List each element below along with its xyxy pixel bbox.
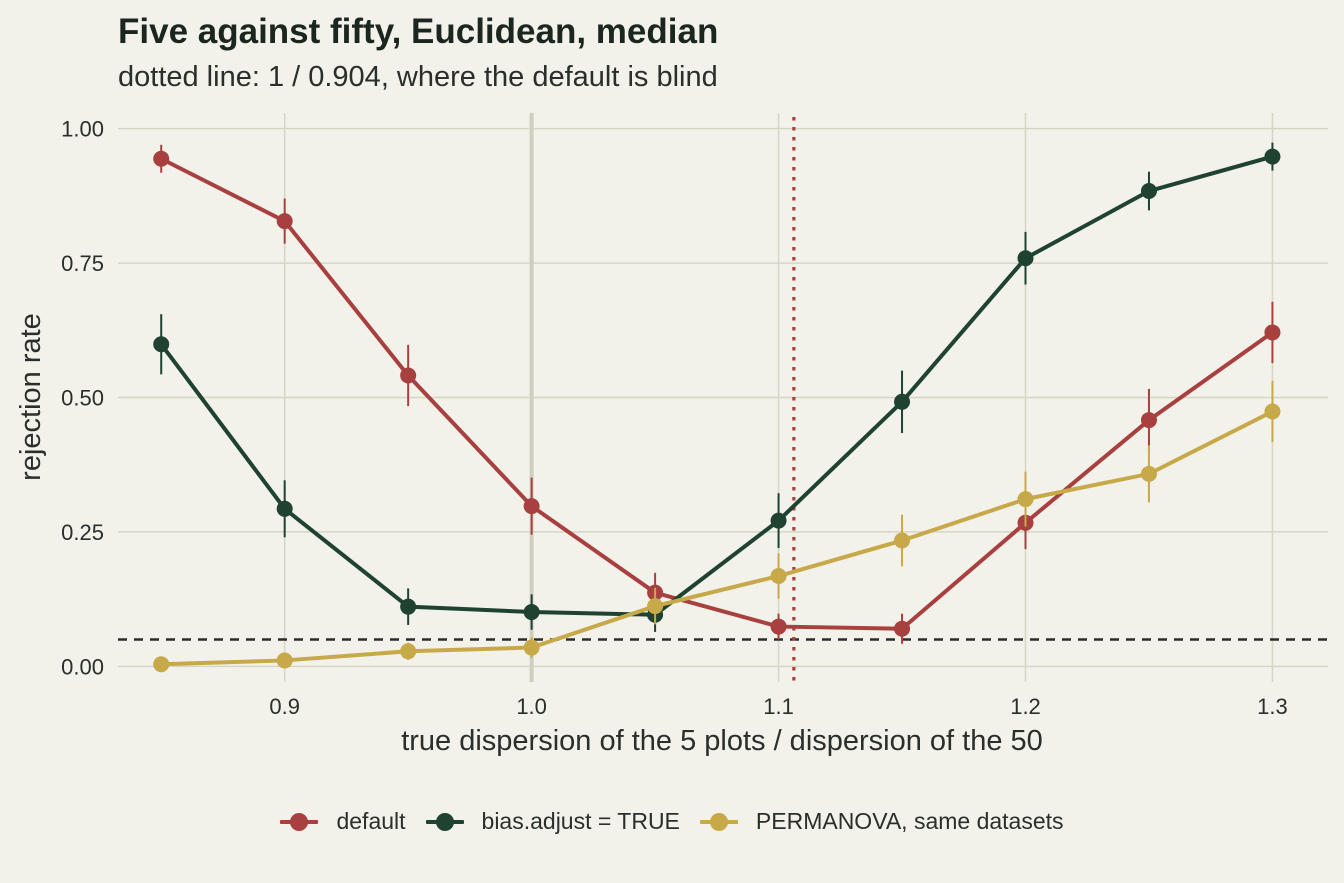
y-tick-label: 0.25 <box>61 520 104 545</box>
data-point <box>400 367 417 384</box>
data-point <box>400 643 417 660</box>
axes: 0.00 0.25 0.50 0.75 1.00 0.9 1.0 1.1 1.2 1.3 <box>61 117 1288 719</box>
data-point <box>523 498 540 515</box>
x-tick-label: 0.9 <box>269 694 300 719</box>
y-axis-title: rejection rate <box>15 313 47 481</box>
chart-subtitle: dotted line: 1 / 0.904, where the defaul… <box>118 61 718 93</box>
legend-item: PERMANOVA, same datasets <box>699 808 1064 835</box>
legend: default bias.adjust = TRUE PERMANOVA, same… <box>0 808 1344 835</box>
data-point <box>647 598 664 615</box>
legend-key <box>280 812 319 832</box>
y-tick-label: 0.00 <box>61 654 104 679</box>
data-point <box>523 604 540 621</box>
series-line <box>159 156 1275 631</box>
y-tick-label: 0.75 <box>61 251 104 276</box>
chart-title: Five against fifty, Euclidean, median <box>118 12 719 51</box>
y-tick-label: 1.00 <box>61 117 104 142</box>
data-point <box>276 213 293 230</box>
data-point <box>1140 183 1157 200</box>
legend-key <box>699 812 738 832</box>
data-point <box>153 150 170 167</box>
reference-lines <box>118 113 1328 682</box>
data-point <box>894 393 911 410</box>
series <box>153 142 1281 673</box>
x-tick-label: 1.0 <box>516 694 547 719</box>
data-point <box>894 532 911 549</box>
legend-label: bias.adjust = TRUE <box>481 808 680 834</box>
data-point <box>1264 148 1281 165</box>
x-tick-label: 1.3 <box>1257 694 1288 719</box>
legend-item: default <box>280 808 406 835</box>
legend-item: bias.adjust = TRUE <box>425 808 680 835</box>
data-point <box>523 639 540 656</box>
data-point <box>1140 465 1157 482</box>
x-tick-label: 1.1 <box>763 694 794 719</box>
y-tick-label: 0.50 <box>61 386 104 411</box>
data-point <box>894 620 911 637</box>
data-point <box>1264 324 1281 341</box>
x-tick-label: 1.2 <box>1010 694 1041 719</box>
data-point <box>770 512 787 529</box>
data-point <box>276 500 293 517</box>
data-point <box>1017 250 1034 267</box>
series-2 <box>153 142 1281 632</box>
data-point <box>400 598 417 615</box>
data-point <box>153 336 170 353</box>
legend-label: PERMANOVA, same datasets <box>755 808 1064 834</box>
series-line <box>159 154 1275 617</box>
data-point <box>770 568 787 585</box>
data-point <box>770 618 787 635</box>
series-3 <box>153 380 1281 673</box>
x-axis-title: true dispersion of the 5 plots / dispers… <box>401 725 1043 757</box>
data-point <box>1140 412 1157 429</box>
data-point <box>1264 403 1281 420</box>
series-line <box>159 409 1275 667</box>
data-point <box>1017 491 1034 508</box>
data-point <box>153 656 170 673</box>
legend-key <box>425 812 464 832</box>
data-point <box>276 652 293 669</box>
legend-label: default <box>336 808 406 834</box>
